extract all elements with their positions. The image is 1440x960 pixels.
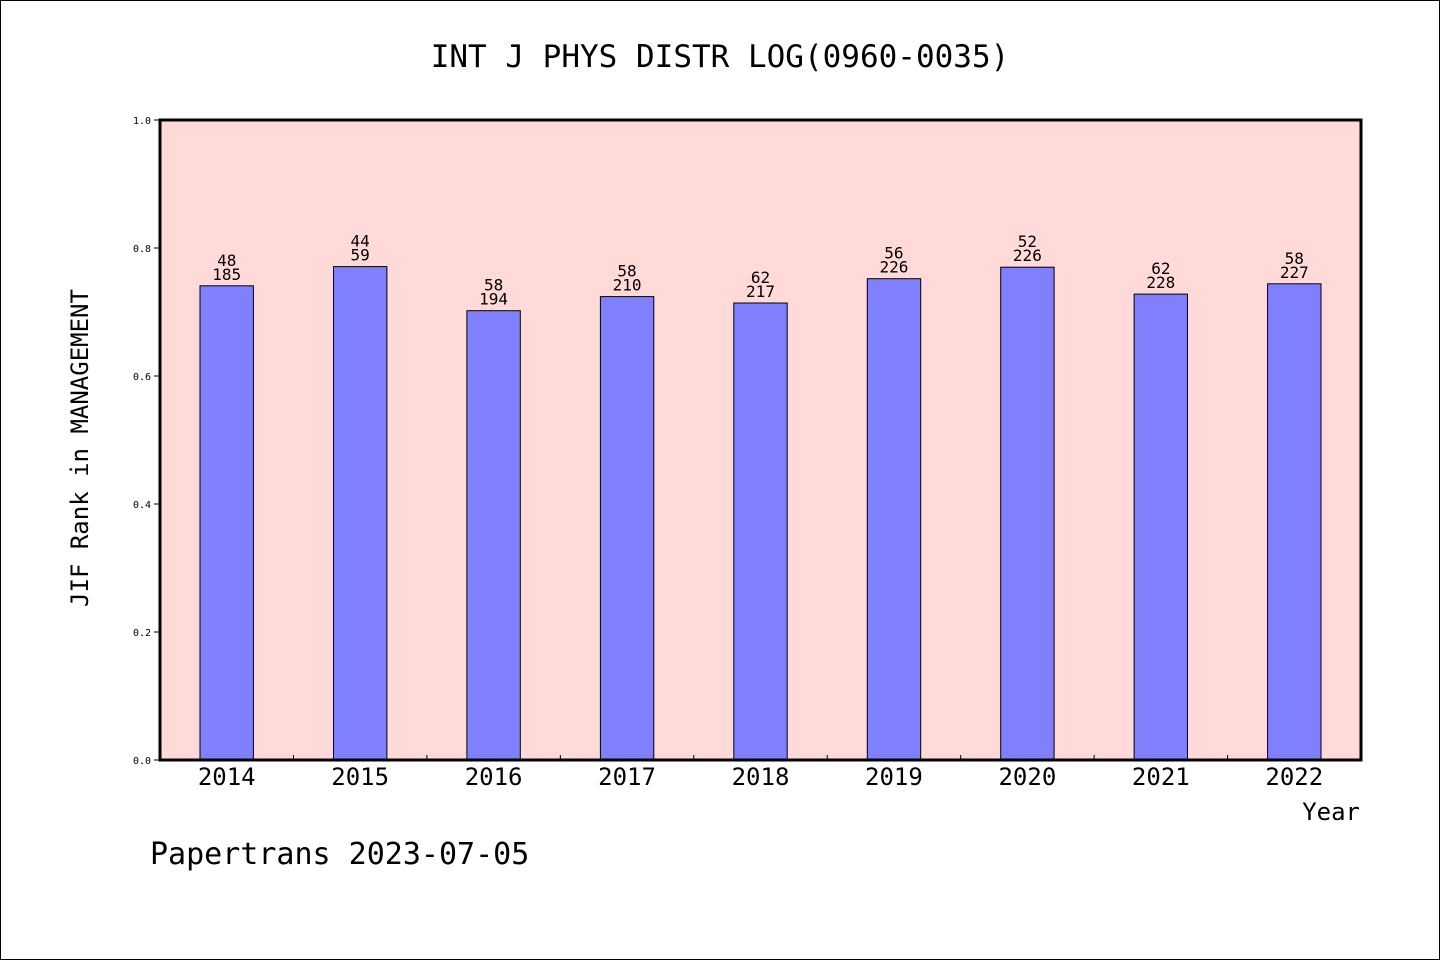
bar-label-bottom-2018: 217 <box>746 282 775 301</box>
chart-title: INT J PHYS DISTR LOG(0960-0035) <box>431 39 1010 75</box>
bar-label-bottom-2016: 194 <box>479 290 508 309</box>
y-tick-label: 1.0 <box>133 116 151 127</box>
bar-2022 <box>1267 283 1322 761</box>
y-tick-label: 0.0 <box>133 756 151 767</box>
x-axis-label: Year <box>1302 798 1360 826</box>
bar-label-top-2015: 44 <box>351 232 370 251</box>
x-tick-label-2014: 2014 <box>198 763 256 791</box>
bar-label-bottom-2015: 59 <box>351 246 370 265</box>
x-tick-label-2015: 2015 <box>331 763 389 791</box>
x-tick-label-2022: 2022 <box>1265 763 1323 791</box>
bar-label-bottom-2014: 185 <box>212 265 241 284</box>
bar-2020 <box>1000 266 1055 761</box>
y-axis: 0.0 0.2 0.4 0.6 0.8 1.0 <box>133 116 160 767</box>
bar-2019 <box>866 278 922 761</box>
bar-2014 <box>199 285 254 761</box>
footer-credit: Papertrans 2023-07-05 <box>150 837 529 872</box>
bar-label-top-2016: 58 <box>484 276 503 295</box>
y-axis-label: JIF Rank in MANAGEMENT <box>66 289 94 607</box>
bars-group <box>199 266 1322 761</box>
x-tick-label-2021: 2021 <box>1132 763 1190 791</box>
bar-2016 <box>466 310 521 761</box>
plot-frame <box>158 118 1363 762</box>
bar-label-top-2017: 58 <box>617 262 636 281</box>
x-tick-label-2019: 2019 <box>865 763 923 791</box>
bar-label-bottom-2020: 226 <box>1013 246 1042 265</box>
bar-label-bottom-2019: 226 <box>879 258 908 277</box>
y-tick-label: 0.2 <box>133 628 151 639</box>
bar-label-bottom-2017: 210 <box>613 276 642 295</box>
bar-label-top-2019: 56 <box>884 244 903 263</box>
y-tick-label: 0.8 <box>133 244 151 255</box>
bar-label-bottom-2021: 228 <box>1146 273 1175 292</box>
y-tick-label: 0.4 <box>133 500 151 511</box>
bar-label-top-2021: 62 <box>1151 259 1170 278</box>
bar-label-bottom-2022: 227 <box>1280 263 1309 282</box>
bar-2017 <box>599 296 655 761</box>
x-tick-label-2017: 2017 <box>598 763 656 791</box>
bar-label-top-2020: 52 <box>1018 232 1037 251</box>
x-axis: 2014 2015 2016 2017 2018 2019 2020 2021 2022 <box>198 755 1323 791</box>
x-tick-label-2016: 2016 <box>465 763 523 791</box>
bar-2015 <box>333 266 388 761</box>
bar-2021 <box>1133 293 1188 761</box>
bar-label-top-2022: 58 <box>1285 249 1304 268</box>
bar-2018 <box>733 302 788 761</box>
bar-label-top-2014: 48 <box>217 251 236 270</box>
x-tick-label-2018: 2018 <box>732 763 790 791</box>
y-tick-label: 0.6 <box>133 372 151 383</box>
bar-label-top-2018: 62 <box>751 268 770 287</box>
x-tick-label-2020: 2020 <box>998 763 1056 791</box>
